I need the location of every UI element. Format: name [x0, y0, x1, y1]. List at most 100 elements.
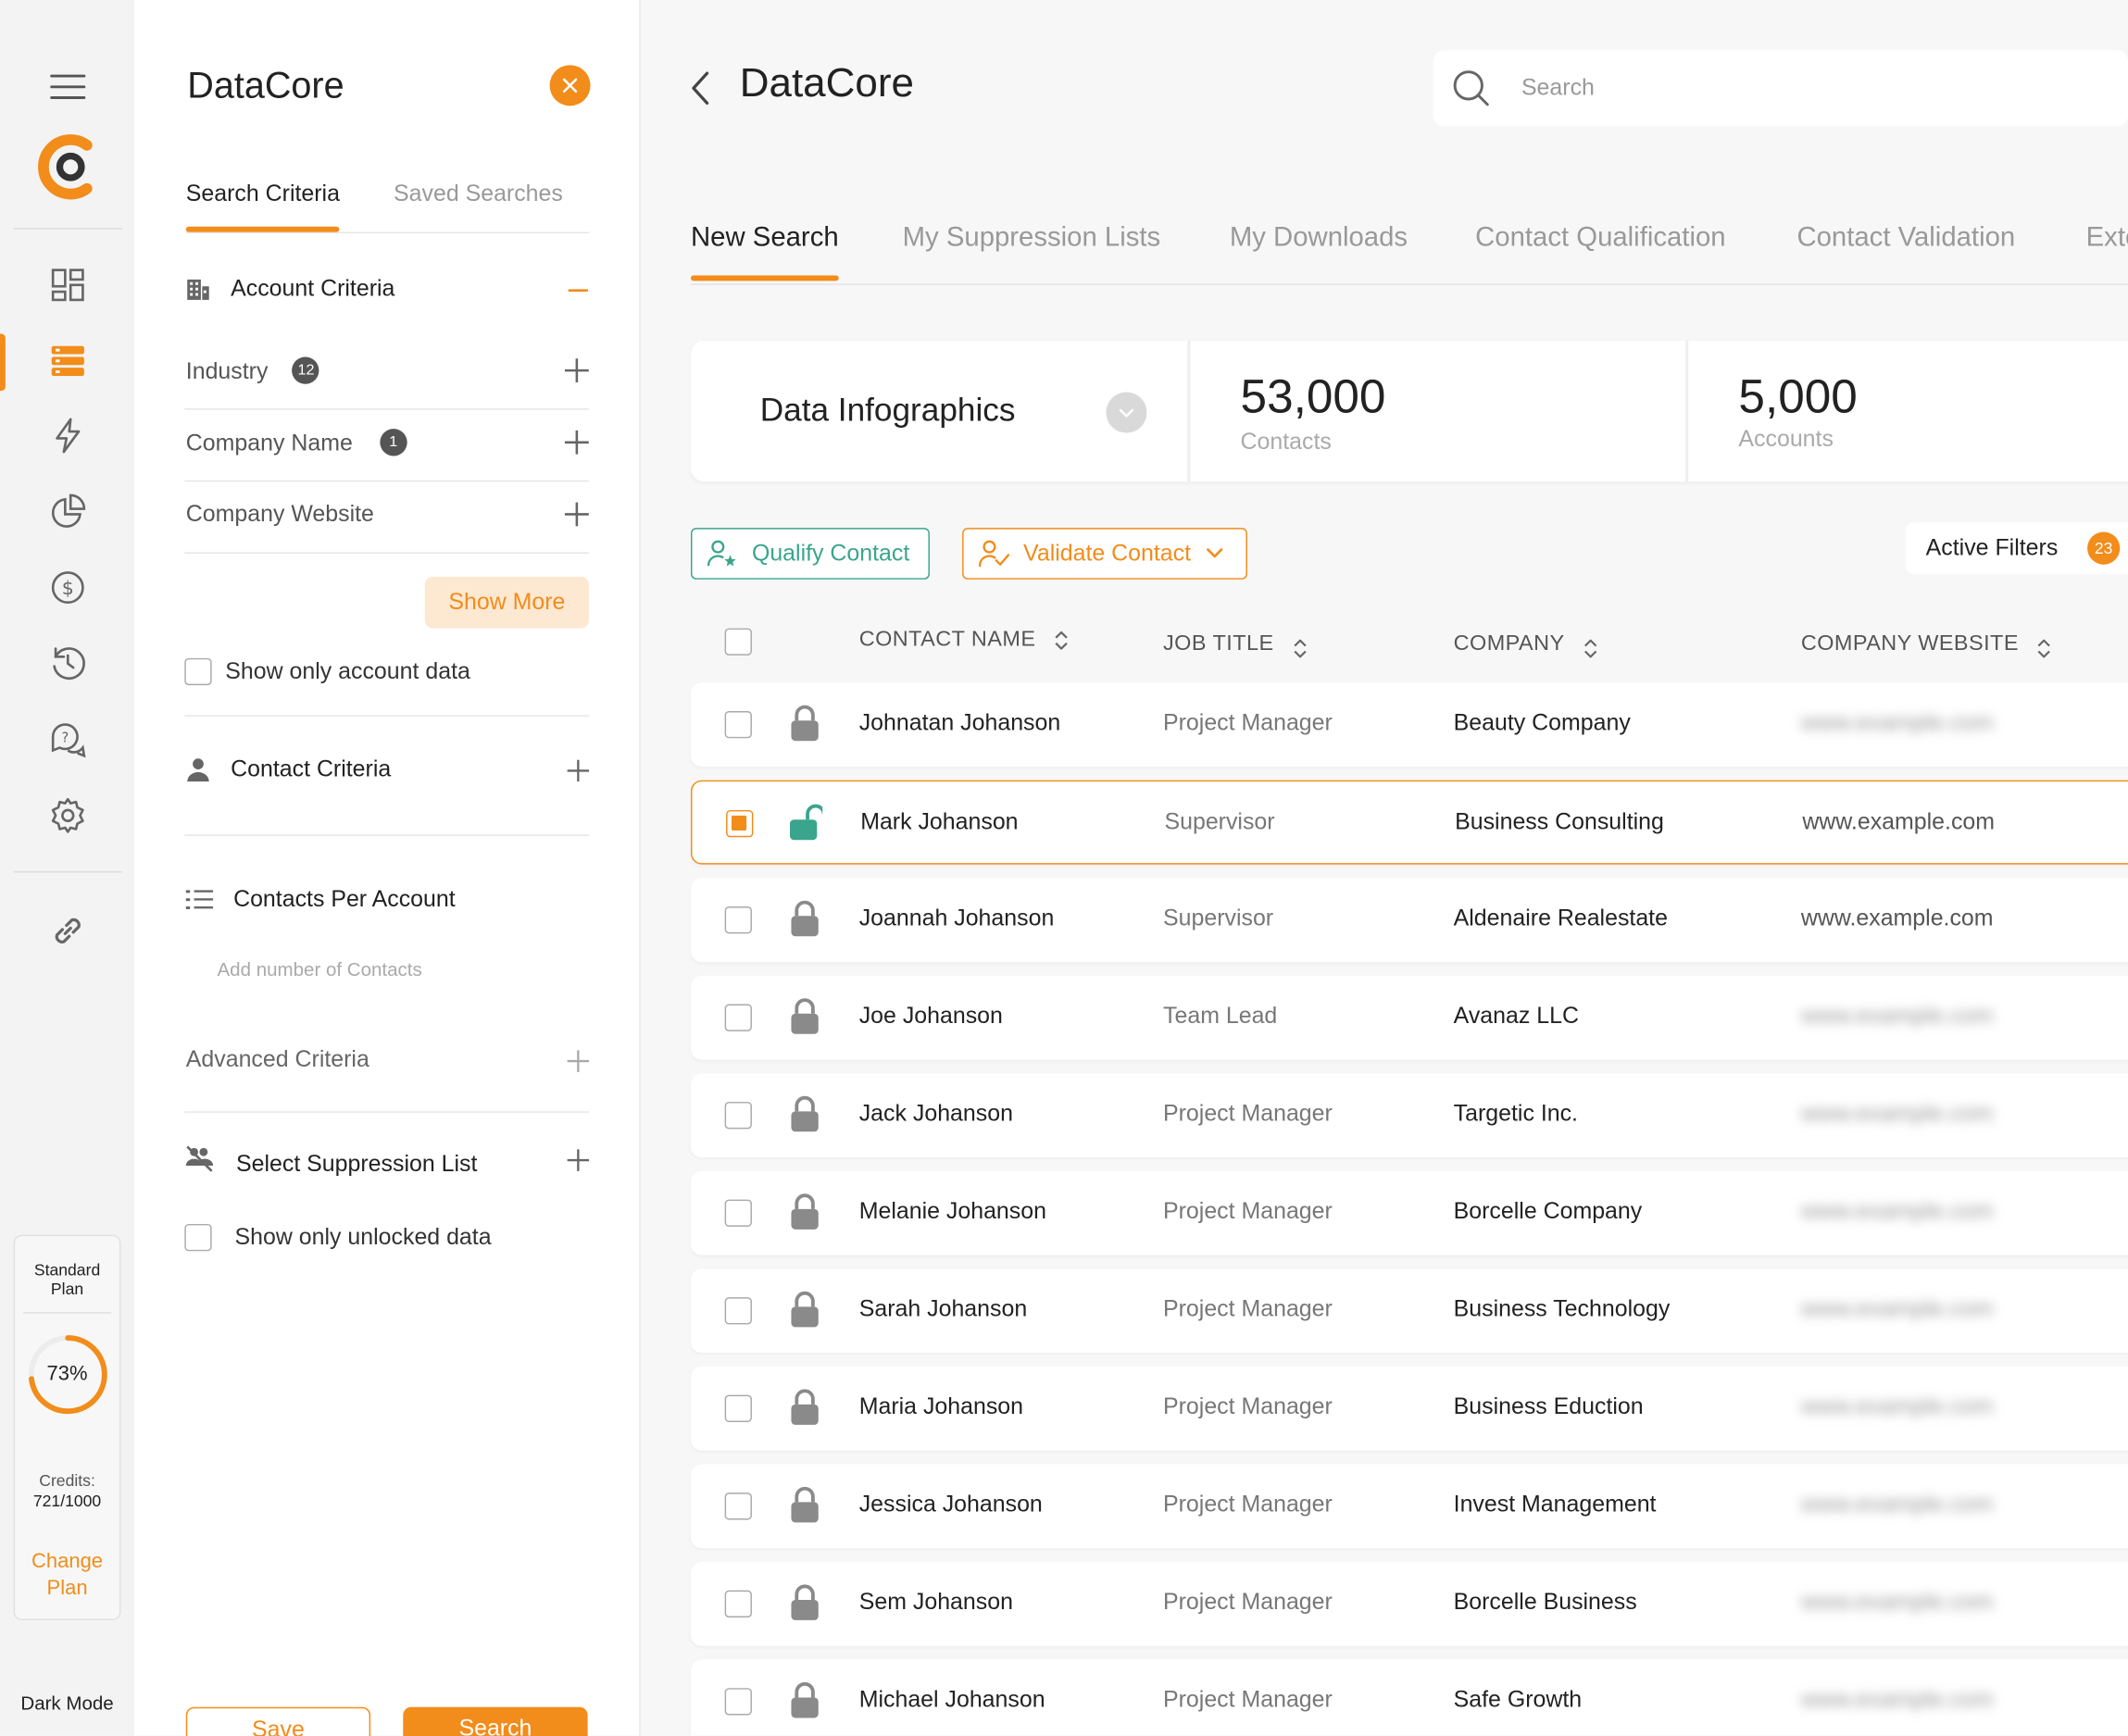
contact-name[interactable]: Michael Johanson — [858, 1686, 1045, 1713]
table-row[interactable]: Melanie Johanson Project Manager Borcelle … — [690, 1170, 2128, 1255]
row-checkbox[interactable] — [724, 1590, 752, 1617]
filter-company-website[interactable]: Company Website — [184, 481, 592, 554]
qualify-contact-button[interactable]: Qualify Contact — [690, 528, 930, 580]
show-more-button[interactable]: Show More — [424, 576, 590, 629]
table-row[interactable]: Joannah Johanson Supervisor Aldenaire Real… — [690, 878, 2128, 963]
expand-advanced-criteria-button[interactable] — [563, 1046, 593, 1076]
column-company[interactable]: COMPANY — [1454, 629, 1600, 661]
advanced-criteria-label[interactable]: Advanced Criteria — [185, 1045, 369, 1072]
history-icon[interactable] — [46, 642, 90, 685]
search-input[interactable] — [1521, 74, 2065, 102]
table-row[interactable]: Mark Johanson Supervisor Business Consulti… — [690, 780, 2128, 865]
table-row[interactable]: Michael Johanson Project Manager Safe Grow… — [690, 1659, 2128, 1736]
data-list-icon[interactable] — [46, 339, 90, 382]
plus-icon[interactable] — [562, 428, 592, 457]
column-company-website[interactable]: COMPANY WEBSITE — [1801, 629, 2054, 661]
checkbox[interactable] — [184, 1223, 212, 1252]
back-arrow-icon[interactable] — [685, 68, 715, 108]
table-row[interactable]: Jessica Johanson Project Manager Invest Ma… — [690, 1464, 2128, 1549]
column-job-title[interactable]: JOB TITLE — [1163, 629, 1309, 661]
row-checkbox[interactable] — [724, 710, 752, 739]
company-website[interactable]: www.example.com — [1802, 808, 1996, 835]
close-panel-button[interactable] — [549, 65, 591, 106]
row-checkbox[interactable] — [724, 1297, 752, 1325]
company-website[interactable]: www.example.com — [1800, 905, 1994, 931]
help-chat-icon[interactable]: ? — [46, 718, 90, 761]
contact-name[interactable]: Jack Johanson — [858, 1100, 1013, 1127]
checkbox[interactable] — [184, 657, 212, 686]
select-all-checkbox[interactable] — [724, 628, 752, 656]
plus-icon[interactable] — [562, 356, 592, 385]
tab-contact-validation[interactable]: Contact Validation — [1796, 222, 2016, 253]
table-row[interactable]: Sarah Johanson Project Manager Business Te… — [690, 1268, 2128, 1354]
contact-name[interactable]: Sem Johanson — [858, 1589, 1013, 1616]
lightning-icon[interactable] — [46, 414, 90, 457]
tab-saved-searches[interactable]: Saved Searches — [394, 180, 563, 206]
lock-icon[interactable] — [789, 1486, 821, 1524]
expand-contact-criteria-button[interactable] — [563, 756, 593, 785]
contacts-number-input[interactable]: Add number of Contacts — [217, 957, 422, 980]
row-checkbox[interactable] — [724, 906, 752, 934]
row-checkbox[interactable] — [724, 1688, 752, 1716]
collapse-account-criteria-button[interactable] — [563, 276, 593, 306]
search-button[interactable]: Search — [403, 1706, 588, 1736]
table-row[interactable]: Joe Johanson Team Lead Avanaz LLC www.examp… — [690, 975, 2128, 1060]
contact-name[interactable]: Joe Johanson — [858, 1003, 1003, 1029]
row-checkbox[interactable] — [726, 809, 754, 838]
lock-icon[interactable] — [789, 1095, 821, 1133]
lock-icon[interactable] — [789, 705, 821, 743]
row-checkbox[interactable] — [724, 1492, 752, 1520]
tab-my-downloads[interactable]: My Downloads — [1229, 222, 1408, 253]
row-checkbox[interactable] — [724, 1102, 752, 1130]
contact-criteria-header[interactable]: Contact Criteria — [184, 756, 391, 782]
contact-name[interactable]: Johnatan Johanson — [858, 709, 1061, 736]
contact-name[interactable]: Jessica Johanson — [858, 1491, 1043, 1517]
pie-chart-icon[interactable] — [46, 490, 90, 533]
tab-extended[interactable]: Exte — [2085, 222, 2128, 253]
row-checkbox[interactable] — [724, 1004, 752, 1031]
menu-icon[interactable] — [50, 74, 86, 102]
lock-icon[interactable] — [789, 1583, 821, 1621]
change-plan-link[interactable]: Change Plan — [31, 1549, 104, 1600]
contact-name[interactable]: Maria Johanson — [858, 1393, 1024, 1420]
active-filters-button[interactable]: Active Filters 23 — [1905, 522, 2128, 574]
contact-name[interactable]: Melanie Johanson — [858, 1198, 1046, 1224]
contact-name[interactable]: Joannah Johanson — [858, 905, 1055, 931]
tab-search-criteria[interactable]: Search Criteria — [185, 180, 341, 232]
unlock-icon[interactable] — [789, 804, 826, 842]
filter-company-name[interactable]: Company Name 1 — [184, 410, 592, 482]
table-row[interactable]: Maria Johanson Project Manager Business Ed… — [690, 1366, 2128, 1451]
suppression-list-header[interactable]: Select Suppression List — [184, 1140, 477, 1178]
filter-industry[interactable]: Industry 12 — [184, 338, 592, 410]
lock-icon[interactable] — [789, 900, 821, 938]
tab-contact-qualification[interactable]: Contact Qualification — [1475, 222, 1726, 253]
account-criteria-header[interactable]: Account Criteria — [184, 276, 394, 303]
lock-icon[interactable] — [789, 1388, 821, 1426]
dollar-icon[interactable]: $ — [46, 566, 90, 609]
settings-icon[interactable] — [46, 793, 90, 837]
dark-mode-toggle[interactable]: Dark Mode — [20, 1692, 114, 1715]
validate-contact-button[interactable]: Validate Contact — [962, 528, 1247, 580]
show-only-unlocked-checkbox[interactable]: Show only unlocked data — [184, 1223, 492, 1252]
column-contact-name[interactable]: CONTACT NAME — [859, 629, 1071, 653]
tab-new-search[interactable]: New Search — [690, 222, 839, 281]
lock-icon[interactable] — [789, 1193, 821, 1230]
row-checkbox[interactable] — [724, 1394, 752, 1422]
contact-name[interactable]: Mark Johanson — [860, 808, 1019, 835]
plus-icon[interactable] — [562, 499, 592, 529]
row-checkbox[interactable] — [724, 1199, 752, 1227]
tab-my-suppression-lists[interactable]: My Suppression Lists — [902, 222, 1161, 253]
table-row[interactable]: Sem Johanson Project Manager Borcelle Busi… — [690, 1561, 2128, 1646]
table-row[interactable]: Jack Johanson Project Manager Targetic Inc… — [690, 1073, 2128, 1158]
lock-icon[interactable] — [789, 1291, 821, 1329]
link-icon[interactable] — [46, 909, 90, 953]
table-row[interactable]: Johnatan Johanson Project Manager Beauty C… — [690, 682, 2128, 768]
expand-suppression-list-button[interactable] — [563, 1145, 593, 1175]
lock-icon[interactable] — [789, 997, 821, 1035]
lock-icon[interactable] — [789, 1681, 821, 1719]
show-only-account-checkbox[interactable]: Show only account data — [184, 657, 470, 686]
contact-name[interactable]: Sarah Johanson — [858, 1295, 1028, 1322]
save-button[interactable]: Save — [185, 1706, 371, 1736]
dashboard-icon[interactable] — [46, 263, 90, 306]
infographics-dropdown-button[interactable] — [1106, 392, 1147, 433]
